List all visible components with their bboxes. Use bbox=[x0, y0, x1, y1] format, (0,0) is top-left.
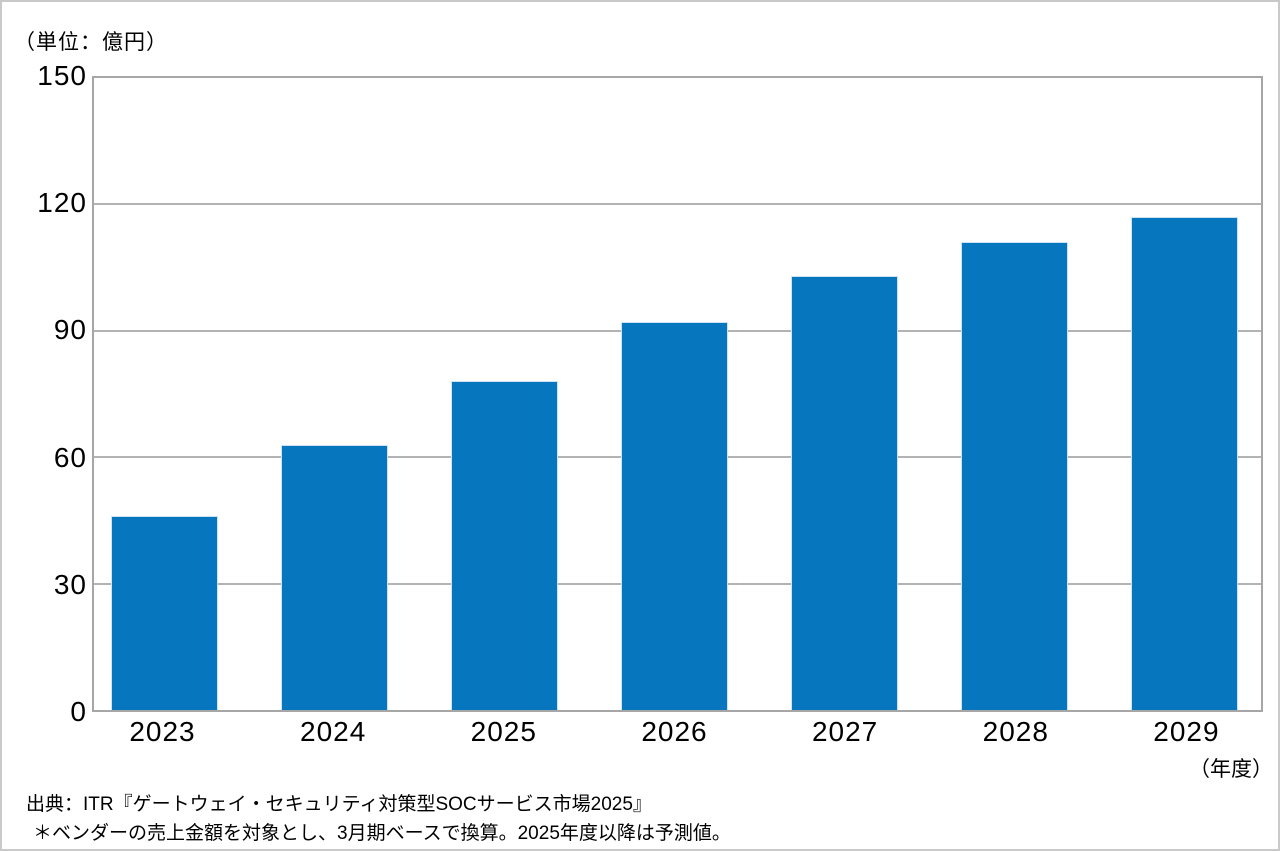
x-axis-tick-labels: 2023 2024 2025 2026 2027 2028 2029 bbox=[92, 716, 1263, 748]
bar-series bbox=[94, 78, 1261, 710]
bar-2028 bbox=[961, 242, 1068, 710]
y-tick-label-150: 150 bbox=[37, 60, 87, 91]
x-tick-label-2024: 2024 bbox=[300, 716, 367, 747]
x-tick-label-2023: 2023 bbox=[129, 716, 196, 747]
y-axis-unit-label: （単位：億円） bbox=[14, 31, 168, 54]
y-tick-label-30: 30 bbox=[53, 568, 87, 600]
note-line: ＊ベンダーの売上金額を対象とし、3月期ベースで換算。2025年度以降は予測値。 bbox=[33, 823, 731, 844]
bar-2025 bbox=[451, 381, 558, 710]
x-tick-label-2029: 2029 bbox=[1153, 716, 1220, 747]
y-tick-label-120: 120 bbox=[37, 187, 87, 219]
source-line: 出典：ITR『ゲートウェイ・セキュリティ対策型SOCサービス市場2025』 bbox=[26, 794, 652, 815]
y-tick-label-60: 60 bbox=[53, 441, 87, 473]
gridline-120 bbox=[94, 203, 1261, 206]
plot-area bbox=[92, 76, 1263, 712]
x-axis-unit-label: （年度） bbox=[1189, 758, 1273, 781]
bar-2023 bbox=[111, 516, 218, 710]
footnote: 出典：ITR『ゲートウェイ・セキュリティ対策型SOCサービス市場2025』 ＊ベ… bbox=[26, 790, 731, 848]
x-tick-label-2028: 2028 bbox=[982, 716, 1049, 747]
bar-2026 bbox=[621, 322, 728, 710]
x-tick-label-2025: 2025 bbox=[470, 716, 537, 747]
y-tick-label-90: 90 bbox=[53, 314, 87, 346]
bar-2029 bbox=[1131, 217, 1238, 710]
bar-2024 bbox=[281, 444, 388, 710]
y-tick-label-0: 0 bbox=[70, 696, 87, 727]
bar-2027 bbox=[791, 276, 898, 710]
x-tick-label-2027: 2027 bbox=[811, 716, 879, 747]
x-tick-label-2026: 2026 bbox=[641, 716, 708, 747]
